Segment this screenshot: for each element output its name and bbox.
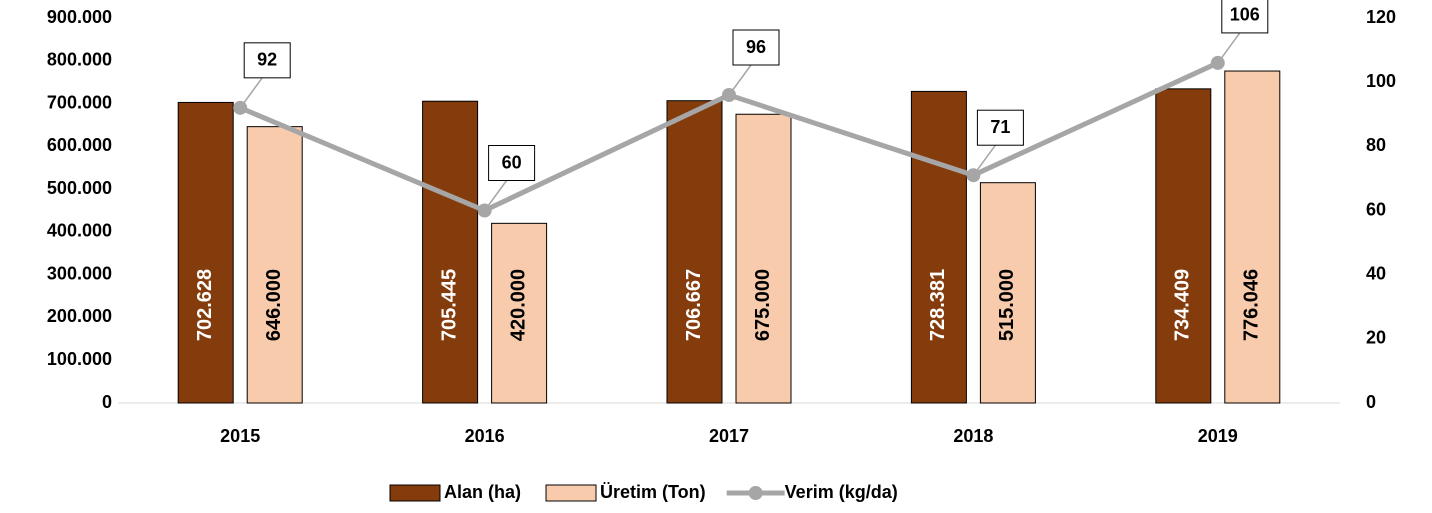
bar [1155,88,1212,404]
legend-swatch [389,484,441,502]
y2-tick-label: 80 [1366,135,1386,155]
line-marker [233,100,248,115]
line-value-label: 92 [257,50,277,70]
callout-leader [975,144,997,172]
bar [491,222,548,404]
y-tick-label: 500.000 [47,178,112,198]
bar [666,100,723,404]
bar-value-label: 734.409 [1172,269,1194,341]
x-tick-label: 2015 [220,426,260,446]
bar-value-label: 515.000 [996,269,1018,341]
line-marker [722,88,736,102]
callout-leader [486,180,508,207]
callout-box [488,145,536,181]
callout-box [243,42,291,79]
y2-tick-label: 40 [1366,263,1386,283]
x-tick-label: 2017 [709,426,749,446]
y-tick-label: 200.000 [47,306,112,326]
callout-leader [731,64,752,92]
x-tick-label: 2018 [953,426,993,446]
y-tick-label: 600.000 [47,135,112,155]
callout-leader [242,77,263,105]
bar-value-label: 702.628 [194,269,216,341]
bar [246,126,303,404]
bar [177,101,234,404]
legend-label: Verim (kg/da) [785,482,898,502]
bar [422,100,479,404]
y-tick-label: 0 [102,392,112,412]
callout-box [1221,0,1269,34]
y-tick-label: 900.000 [47,7,112,27]
line-marker [477,203,492,218]
bar [1224,70,1281,404]
line-value-label: 71 [990,117,1010,137]
line-value-label: 106 [1230,5,1260,25]
bar-value-label: 675.000 [752,269,774,341]
bar-value-label: 706.667 [683,269,705,341]
legend-swatch [545,484,597,502]
y-tick-label: 400.000 [47,221,112,241]
legend-marker [748,486,763,500]
line [239,60,1219,214]
y-tick-label: 700.000 [47,92,112,112]
y-tick-label: 100.000 [47,349,112,369]
x-tick-label: 2019 [1198,426,1238,446]
bar-value-label: 646.000 [263,269,285,341]
line-value-label: 60 [502,152,522,172]
line-value-label: 96 [746,37,766,57]
bar-value-label: 728.381 [927,269,949,341]
y2-tick-label: 60 [1366,199,1386,219]
bar-value-label: 776.046 [1241,269,1263,341]
x-tick-label: 2016 [465,426,505,446]
legend-label: Üretim (Ton) [600,482,706,502]
y2-tick-label: 20 [1366,328,1386,348]
y2-tick-label: 120 [1366,7,1396,27]
line-marker [1210,55,1225,70]
bar [910,90,967,404]
bar-value-label: 420.000 [507,269,529,341]
callout-box [976,109,1024,146]
callout-box [732,29,780,66]
y-tick-label: 300.000 [47,263,112,283]
bar-value-label: 705.445 [438,269,460,341]
y2-tick-label: 100 [1366,71,1396,91]
y-tick-label: 800.000 [47,50,112,70]
callout-leader [1220,32,1241,60]
bar [735,113,792,404]
line-marker [966,168,981,183]
legend-label: Alan (ha) [444,482,521,502]
y2-tick-label: 0 [1366,392,1376,412]
bar [979,182,1036,404]
